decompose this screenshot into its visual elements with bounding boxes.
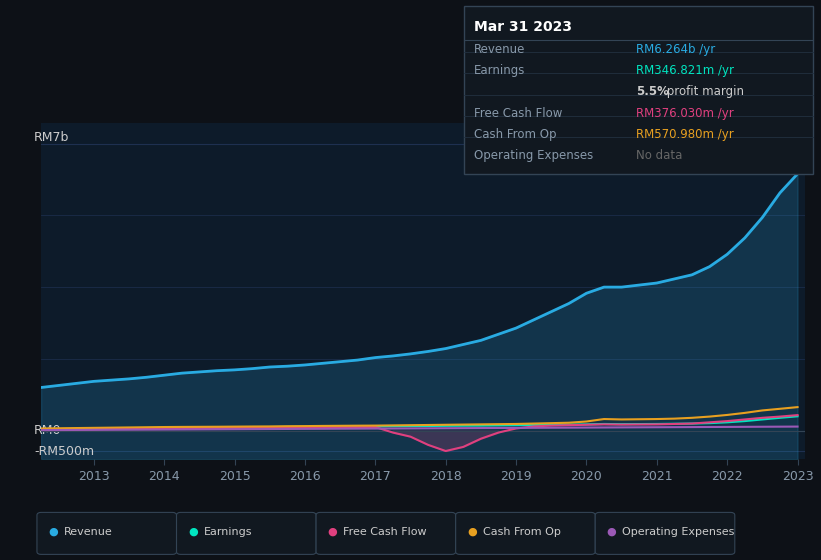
Text: RM376.030m /yr: RM376.030m /yr [636, 106, 734, 120]
Text: ●: ● [467, 527, 477, 537]
Text: -RM500m: -RM500m [34, 445, 94, 458]
Text: Operating Expenses: Operating Expenses [622, 527, 735, 537]
Text: RM570.980m /yr: RM570.980m /yr [636, 128, 734, 141]
Text: Cash From Op: Cash From Op [474, 128, 556, 141]
Text: Revenue: Revenue [64, 527, 112, 537]
Text: Revenue: Revenue [474, 43, 525, 56]
Text: profit margin: profit margin [663, 85, 744, 99]
Text: RM6.264b /yr: RM6.264b /yr [636, 43, 716, 56]
Text: Mar 31 2023: Mar 31 2023 [474, 20, 571, 34]
Text: Free Cash Flow: Free Cash Flow [474, 106, 562, 120]
Text: Cash From Op: Cash From Op [483, 527, 561, 537]
Text: RM346.821m /yr: RM346.821m /yr [636, 64, 734, 77]
Text: ●: ● [328, 527, 337, 537]
Text: ●: ● [48, 527, 58, 537]
Text: RM7b: RM7b [34, 130, 70, 144]
Text: RM0: RM0 [34, 424, 62, 437]
Text: 5.5%: 5.5% [636, 85, 669, 99]
Text: Earnings: Earnings [204, 527, 252, 537]
Text: Free Cash Flow: Free Cash Flow [343, 527, 427, 537]
Text: Operating Expenses: Operating Expenses [474, 149, 593, 162]
Text: Earnings: Earnings [474, 64, 525, 77]
Text: No data: No data [636, 149, 682, 162]
Text: ●: ● [607, 527, 617, 537]
Text: ●: ● [188, 527, 198, 537]
